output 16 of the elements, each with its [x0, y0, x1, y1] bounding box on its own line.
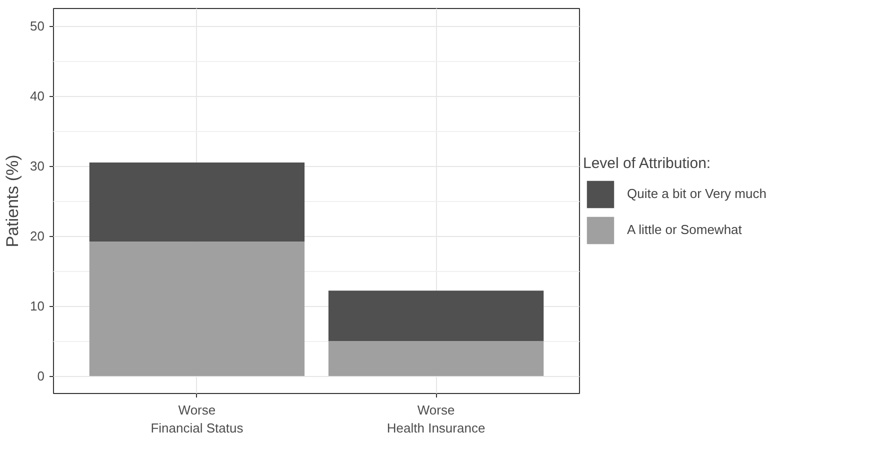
- bar: [328, 341, 544, 376]
- legend-label: A little or Somewhat: [627, 222, 742, 237]
- y-tick-label: 10: [30, 298, 45, 314]
- y-tick-label: 20: [30, 228, 45, 244]
- legend-title: Level of Attribution:: [583, 154, 712, 172]
- x-tick-label: Worse Health Insurance: [386, 402, 486, 436]
- legend-label: Quite a bit or Very much: [627, 186, 766, 201]
- bar: [328, 290, 544, 341]
- bar: [89, 242, 305, 376]
- bar: [89, 162, 305, 242]
- y-tick-label: 40: [30, 88, 45, 104]
- y-tick-label: 0: [37, 368, 45, 384]
- x-tick-label: Worse Financial Status: [150, 402, 244, 436]
- y-tick-label: 50: [30, 18, 45, 34]
- y-axis-title: Patients (%): [3, 154, 22, 248]
- y-tick-label: 30: [30, 158, 45, 174]
